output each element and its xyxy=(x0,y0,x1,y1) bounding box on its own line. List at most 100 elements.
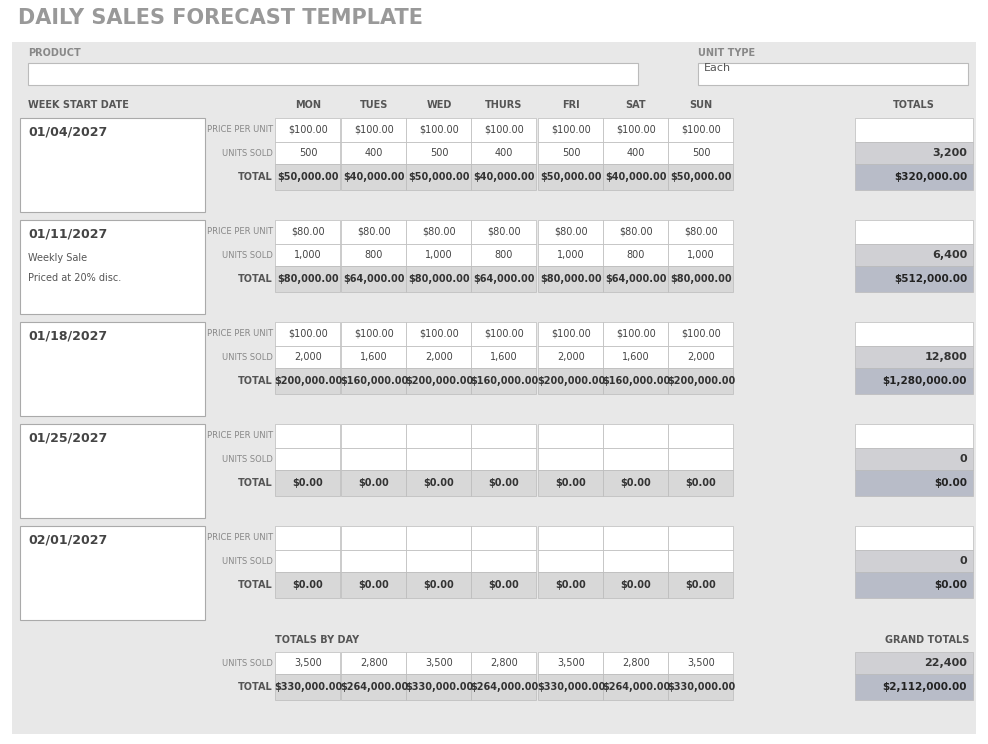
Text: $160,000.00: $160,000.00 xyxy=(340,376,408,386)
Text: 400: 400 xyxy=(495,148,513,158)
Bar xyxy=(275,550,340,572)
Text: 01/18/2027: 01/18/2027 xyxy=(28,330,107,342)
Bar xyxy=(603,368,668,394)
Text: 1,000: 1,000 xyxy=(425,250,453,260)
Bar xyxy=(28,63,638,85)
Bar xyxy=(471,470,536,496)
Text: $80,000.00: $80,000.00 xyxy=(670,274,732,284)
Bar xyxy=(538,674,603,700)
Bar xyxy=(275,244,340,266)
Bar xyxy=(471,448,536,470)
Bar xyxy=(855,526,973,550)
Text: $100.00: $100.00 xyxy=(288,125,328,135)
Bar xyxy=(341,470,406,496)
Text: $80.00: $80.00 xyxy=(291,227,325,237)
Text: $50,000.00: $50,000.00 xyxy=(408,172,469,182)
Bar xyxy=(275,346,340,368)
Text: SAT: SAT xyxy=(625,100,646,110)
Text: 1,600: 1,600 xyxy=(361,352,388,362)
Bar xyxy=(603,118,668,142)
Bar xyxy=(668,244,733,266)
Bar xyxy=(603,550,668,572)
Text: UNIT TYPE: UNIT TYPE xyxy=(698,48,755,58)
Text: MON: MON xyxy=(295,100,321,110)
Text: UNITS SOLD: UNITS SOLD xyxy=(222,658,273,667)
Text: $330,000.00: $330,000.00 xyxy=(405,682,473,692)
Text: $0.00: $0.00 xyxy=(555,478,586,488)
Bar xyxy=(855,244,973,266)
Text: $0.00: $0.00 xyxy=(424,478,454,488)
Text: 3,500: 3,500 xyxy=(294,658,322,668)
Text: 3,500: 3,500 xyxy=(425,658,453,668)
Bar xyxy=(406,526,471,550)
Bar xyxy=(341,142,406,164)
Bar xyxy=(341,652,406,674)
Bar xyxy=(668,118,733,142)
Text: WED: WED xyxy=(426,100,452,110)
Bar xyxy=(668,322,733,346)
Bar xyxy=(20,220,205,314)
Bar xyxy=(406,142,471,164)
Text: 1,000: 1,000 xyxy=(294,250,322,260)
Text: $264,000.00: $264,000.00 xyxy=(470,682,538,692)
Text: $100.00: $100.00 xyxy=(617,329,656,339)
Text: 22,400: 22,400 xyxy=(924,658,967,668)
Bar xyxy=(855,142,973,164)
Bar xyxy=(275,674,340,700)
Bar xyxy=(406,346,471,368)
Bar xyxy=(668,674,733,700)
Bar xyxy=(406,368,471,394)
Bar xyxy=(341,322,406,346)
Bar xyxy=(341,368,406,394)
Text: $0.00: $0.00 xyxy=(620,580,651,590)
Bar xyxy=(538,118,603,142)
Bar xyxy=(471,322,536,346)
Text: SUN: SUN xyxy=(690,100,712,110)
Bar xyxy=(603,526,668,550)
Bar xyxy=(538,322,603,346)
Text: $100.00: $100.00 xyxy=(551,125,591,135)
Text: TOTALS BY DAY: TOTALS BY DAY xyxy=(275,635,359,645)
Bar xyxy=(668,652,733,674)
Text: 400: 400 xyxy=(365,148,383,158)
Text: 2,000: 2,000 xyxy=(557,352,585,362)
Text: $100.00: $100.00 xyxy=(617,125,656,135)
Text: $160,000.00: $160,000.00 xyxy=(602,376,670,386)
Bar xyxy=(855,118,973,142)
Text: UNITS SOLD: UNITS SOLD xyxy=(222,557,273,565)
Bar xyxy=(538,652,603,674)
Bar xyxy=(538,346,603,368)
Text: $0.00: $0.00 xyxy=(424,580,454,590)
Text: PRICE PER UNIT: PRICE PER UNIT xyxy=(206,533,273,542)
Text: 500: 500 xyxy=(562,148,580,158)
Bar xyxy=(855,368,973,394)
Text: $80.00: $80.00 xyxy=(554,227,588,237)
Text: $80.00: $80.00 xyxy=(358,227,391,237)
Text: $100.00: $100.00 xyxy=(551,329,591,339)
Text: $0.00: $0.00 xyxy=(359,478,389,488)
Bar xyxy=(603,652,668,674)
Text: 3,200: 3,200 xyxy=(932,148,967,158)
Text: UNITS SOLD: UNITS SOLD xyxy=(222,353,273,362)
Bar xyxy=(603,220,668,244)
Bar xyxy=(406,244,471,266)
Text: TOTAL: TOTAL xyxy=(238,682,273,692)
Bar xyxy=(668,266,733,292)
Text: $80,000.00: $80,000.00 xyxy=(540,274,602,284)
Text: 800: 800 xyxy=(495,250,513,260)
Text: 500: 500 xyxy=(692,148,710,158)
Bar xyxy=(471,368,536,394)
Text: PRICE PER UNIT: PRICE PER UNIT xyxy=(206,228,273,237)
Text: 800: 800 xyxy=(365,250,383,260)
Bar xyxy=(20,526,205,620)
Text: 1,600: 1,600 xyxy=(490,352,518,362)
Text: 01/25/2027: 01/25/2027 xyxy=(28,432,108,444)
Text: $330,000.00: $330,000.00 xyxy=(667,682,735,692)
Text: 500: 500 xyxy=(430,148,449,158)
Bar xyxy=(668,142,733,164)
Text: $200,000.00: $200,000.00 xyxy=(274,376,342,386)
Text: TOTALS: TOTALS xyxy=(893,100,935,110)
Text: GRAND TOTALS: GRAND TOTALS xyxy=(884,635,969,645)
Bar xyxy=(275,526,340,550)
Text: UNITS SOLD: UNITS SOLD xyxy=(222,251,273,260)
